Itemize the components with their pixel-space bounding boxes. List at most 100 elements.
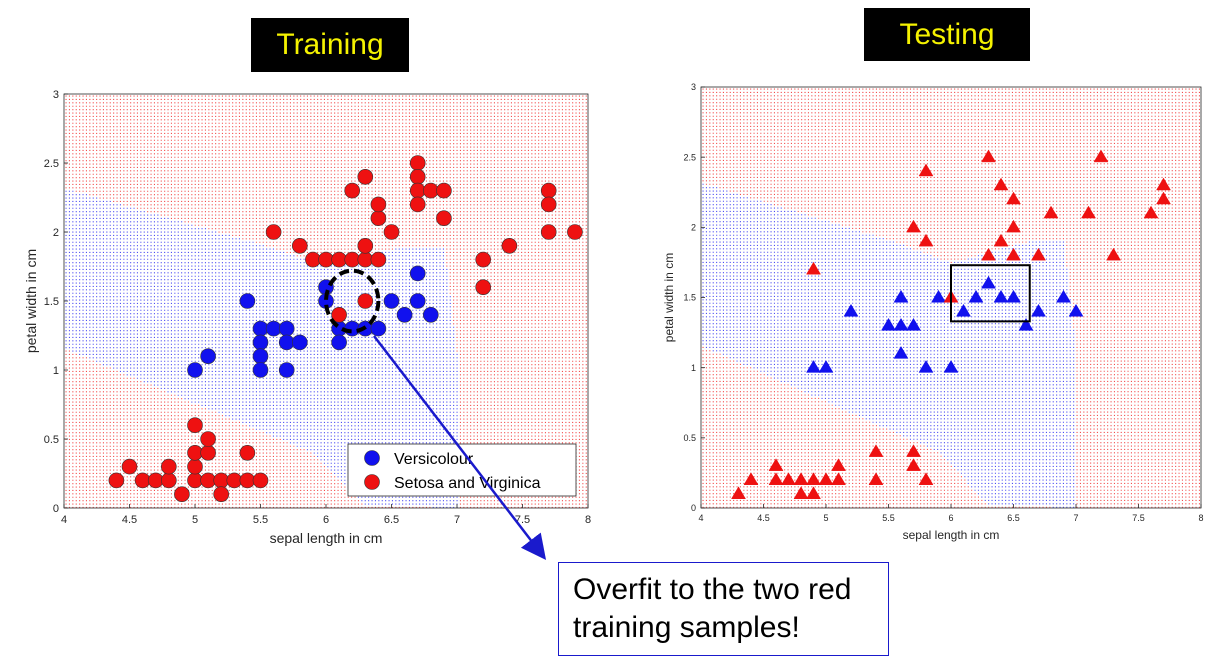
callout-line-1: Overfit to the two red bbox=[573, 573, 852, 606]
red-circle-point bbox=[501, 238, 518, 254]
blue-series bbox=[187, 265, 439, 378]
x-tick-label: 5 bbox=[823, 513, 828, 523]
red-circle-point bbox=[370, 210, 387, 226]
x-tick-label: 8 bbox=[585, 514, 591, 526]
red-triangle-point bbox=[981, 149, 996, 163]
y-tick-label: 2 bbox=[53, 227, 59, 239]
red-circle-point bbox=[357, 251, 374, 268]
blue-circle-point bbox=[396, 306, 413, 323]
annotation-overlay bbox=[373, 335, 547, 560]
red-triangle-point bbox=[831, 458, 846, 471]
blue-circle-point bbox=[187, 362, 203, 378]
blue-triangle-point bbox=[1006, 289, 1021, 303]
blue-triangle-point bbox=[968, 289, 984, 303]
red-triangle-point bbox=[1156, 177, 1171, 191]
red-circle-point bbox=[383, 224, 400, 240]
red-triangle-point bbox=[918, 472, 934, 485]
x-axis-label: sepal length in cm bbox=[903, 528, 1000, 542]
red-circle-point bbox=[213, 472, 229, 489]
blue-triangle-point bbox=[893, 346, 909, 359]
red-triangle-point bbox=[1143, 205, 1159, 219]
red-circle-point bbox=[357, 293, 374, 309]
y-tick-label: 0 bbox=[691, 503, 696, 513]
training-title: Training bbox=[251, 18, 409, 72]
x-tick-label: 4.5 bbox=[757, 513, 770, 523]
red-circle-point bbox=[409, 196, 426, 213]
y-tick-label: 1 bbox=[691, 363, 696, 373]
red-triangle-point bbox=[1081, 205, 1096, 219]
x-tick-label: 4 bbox=[61, 514, 67, 526]
red-triangle-point bbox=[868, 444, 884, 457]
red-circle-point bbox=[318, 251, 334, 268]
red-circle-point bbox=[252, 472, 269, 489]
red-circle-point bbox=[331, 306, 347, 323]
red-triangle-point bbox=[781, 472, 796, 485]
red-triangle-point bbox=[1156, 191, 1171, 205]
legend-entry-label: Versicolour bbox=[394, 451, 474, 468]
red-circle-point bbox=[187, 472, 203, 489]
red-circle-point bbox=[357, 238, 374, 254]
red-triangle-point bbox=[806, 486, 821, 499]
x-tick-label: 7.5 bbox=[1132, 513, 1145, 523]
blue-circle-point bbox=[291, 334, 308, 351]
blue-triangle-point bbox=[956, 303, 971, 317]
red-circle-point bbox=[200, 472, 216, 489]
legend: Versicolour Setosa and Virginica bbox=[347, 443, 577, 497]
y-axis-label: petal width in cm bbox=[23, 249, 39, 353]
red-circle-point bbox=[121, 458, 138, 475]
red-triangle-point bbox=[768, 458, 784, 471]
red-triangle-point bbox=[806, 472, 821, 485]
red-circle-point bbox=[409, 155, 426, 171]
x-tick-label: 5.5 bbox=[882, 513, 895, 523]
blue-triangle-point bbox=[981, 275, 996, 289]
blue-circle-point bbox=[409, 293, 426, 309]
red-circle-point bbox=[357, 169, 374, 185]
red-circle-point bbox=[291, 238, 308, 254]
callout-line-2: training samples! bbox=[573, 611, 800, 644]
y-tick-label: 3 bbox=[691, 82, 696, 92]
y-tick-label: 0 bbox=[53, 503, 59, 515]
blue-triangle-point bbox=[943, 360, 959, 373]
testing-plot: 4 4.5 5 5.5 6 6.5 7 7.5 8 0 0.5 1 1.5 2 2.5 3 sepal leng… bbox=[662, 82, 1204, 542]
red-circle-point bbox=[161, 458, 177, 475]
red-triangle-point bbox=[868, 472, 884, 485]
blue-triangle-point bbox=[1068, 303, 1084, 317]
red-circle-point bbox=[134, 472, 151, 489]
blue-triangle-point bbox=[881, 317, 896, 331]
blue-triangle-point bbox=[893, 289, 909, 303]
blue-triangle-point bbox=[918, 360, 934, 373]
blue-circle-point bbox=[252, 334, 269, 351]
red-circle-point bbox=[436, 210, 452, 226]
red-triangle-point bbox=[918, 233, 934, 247]
y-tick-label: 0.5 bbox=[44, 434, 59, 446]
red-circle-point bbox=[344, 182, 361, 199]
red-triangle-point bbox=[1006, 191, 1021, 205]
red-circle-point bbox=[200, 431, 216, 447]
red-circle-point bbox=[187, 444, 203, 461]
red-triangle-point bbox=[1006, 247, 1021, 261]
y-tick-label: 2.5 bbox=[683, 152, 696, 162]
red-triangle-point bbox=[793, 472, 809, 485]
red-circle-point bbox=[174, 486, 190, 503]
red-circle-point bbox=[540, 224, 557, 240]
red-triangle-point bbox=[993, 233, 1009, 247]
red-triangle-point bbox=[793, 486, 809, 499]
blue-circle-point bbox=[278, 320, 295, 337]
blue-circle-point bbox=[239, 293, 256, 309]
x-tick-label: 6.5 bbox=[1007, 513, 1020, 523]
red-circle-point bbox=[475, 251, 492, 268]
x-tick-label: 6 bbox=[948, 513, 953, 523]
blue-triangle-point bbox=[843, 303, 859, 317]
red-circle-point bbox=[344, 251, 361, 268]
highlight-rectangle bbox=[950, 264, 1031, 323]
red-triangle-point bbox=[768, 472, 784, 485]
red-series bbox=[108, 155, 583, 503]
red-circle-point bbox=[108, 472, 125, 489]
legend-marker bbox=[364, 450, 380, 466]
x-tick-label: 8 bbox=[1198, 513, 1203, 523]
red-circle-point bbox=[475, 279, 492, 296]
legend-marker bbox=[364, 474, 380, 490]
legend-entry-label: Setosa and Virginica bbox=[394, 475, 541, 492]
red-circle-point bbox=[239, 444, 256, 461]
